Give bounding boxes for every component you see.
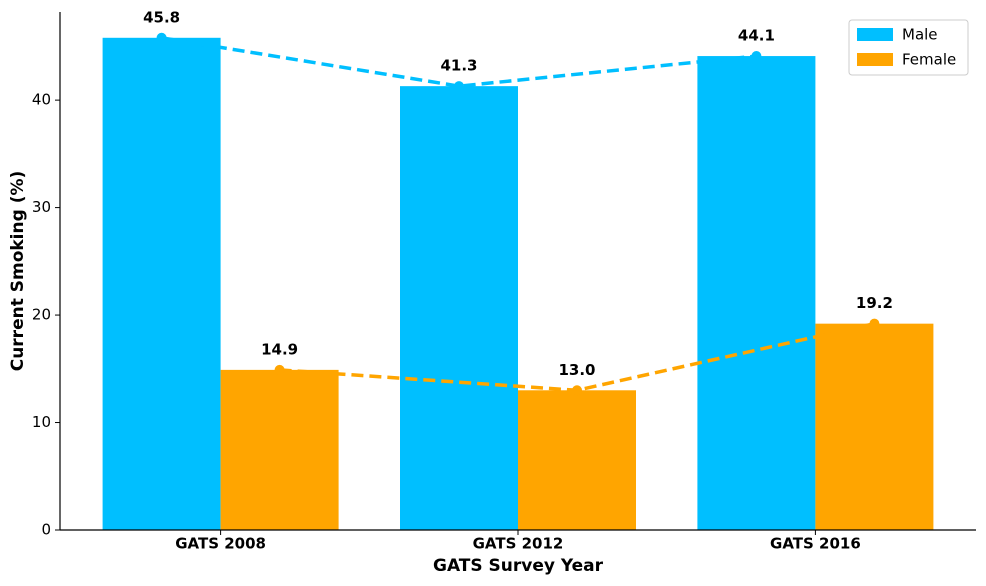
- trend-line: [161, 36, 757, 88]
- legend-swatch: [857, 53, 893, 66]
- point: [751, 51, 762, 62]
- y-axis-label: Current Smoking (%): [8, 171, 28, 372]
- value-label: 45.8: [143, 8, 180, 26]
- y-tick-label: 40: [32, 91, 51, 109]
- y-tick-label: 0: [41, 521, 51, 539]
- value-label: 44.1: [738, 27, 775, 45]
- legend-label: Female: [902, 51, 956, 69]
- point: [156, 32, 167, 43]
- bar: [400, 86, 518, 530]
- value-label: 19.2: [856, 294, 893, 312]
- y-tick-label: 30: [32, 198, 51, 216]
- value-label: 41.3: [440, 57, 477, 75]
- point: [454, 81, 464, 92]
- point: [274, 364, 285, 375]
- value-label: 13.0: [558, 361, 595, 379]
- x-tick-label: GATS 2008: [175, 535, 266, 553]
- bar: [518, 390, 636, 530]
- point: [572, 385, 582, 396]
- value-label: 14.9: [261, 340, 298, 358]
- legend-swatch: [857, 28, 893, 41]
- point: [869, 318, 880, 329]
- y-tick-label: 20: [32, 306, 51, 324]
- x-axis-label: GATS Survey Year: [433, 556, 604, 576]
- legend-label: Male: [902, 26, 938, 44]
- bar: [815, 323, 934, 530]
- y-tick-label: 10: [32, 413, 51, 431]
- bar: [102, 37, 221, 530]
- x-tick-label: GATS 2012: [473, 535, 564, 553]
- bar: [220, 369, 339, 530]
- bar: [697, 56, 816, 530]
- x-tick-label: GATS 2016: [770, 535, 861, 553]
